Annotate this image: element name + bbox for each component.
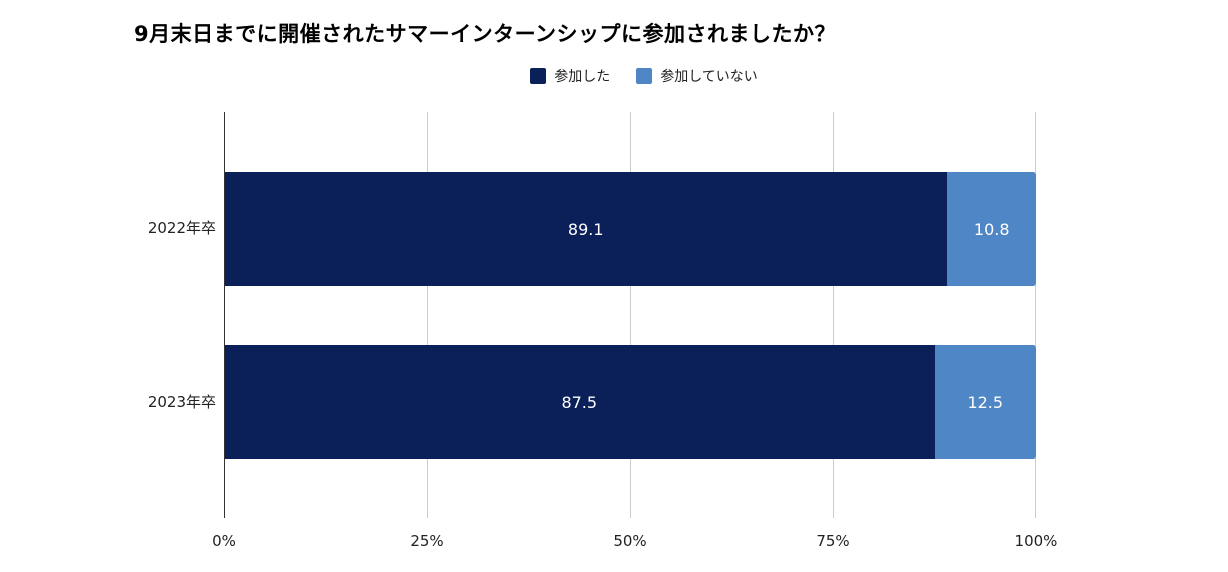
legend-item-not-participated: 参加していない — [636, 66, 758, 86]
gridline-50 — [630, 112, 631, 518]
x-tick-0: 0% — [212, 532, 236, 550]
chart-title: 9月末日までに開催されたサマーインターンシップに参加されましたか？ — [134, 22, 837, 46]
legend-item-participated: 参加した — [530, 66, 610, 86]
gridline-100 — [1035, 112, 1036, 518]
bar-2023: 87.5 12.5 — [224, 345, 1036, 459]
data-label: 10.8 — [973, 219, 1010, 239]
data-label: 12.5 — [967, 392, 1004, 412]
x-tick-25: 25% — [410, 532, 444, 550]
legend: 参加した 参加していない — [0, 66, 1228, 86]
x-tick-100: 100% — [1014, 532, 1058, 550]
x-tick-50: 50% — [613, 532, 647, 550]
gridline-25 — [427, 112, 428, 518]
bar-segment-participated-2023: 87.5 — [224, 345, 935, 459]
bar-2022: 89.1 10.8 — [224, 172, 1036, 286]
x-tick-75: 75% — [816, 532, 850, 550]
legend-swatch-participated — [530, 68, 547, 84]
bar-segment-not-participated-2023: 12.5 — [934, 345, 1036, 459]
data-label: 89.1 — [567, 219, 604, 239]
data-label: 87.5 — [561, 392, 598, 412]
legend-label-participated: 参加した — [554, 69, 611, 85]
legend-label-not-participated: 参加していない — [660, 69, 758, 85]
category-label-2022: 2022年卒 — [147, 219, 216, 237]
legend-swatch-not-participated — [636, 68, 653, 84]
bar-segment-participated-2022: 89.1 — [224, 172, 948, 286]
y-axis-line — [224, 112, 225, 518]
plot-area: 89.1 10.8 87.5 12.5 — [224, 112, 1036, 518]
bar-segment-not-participated-2022: 10.8 — [947, 172, 1036, 286]
gridline-75 — [833, 112, 834, 518]
category-label-2023: 2023年卒 — [147, 393, 216, 411]
